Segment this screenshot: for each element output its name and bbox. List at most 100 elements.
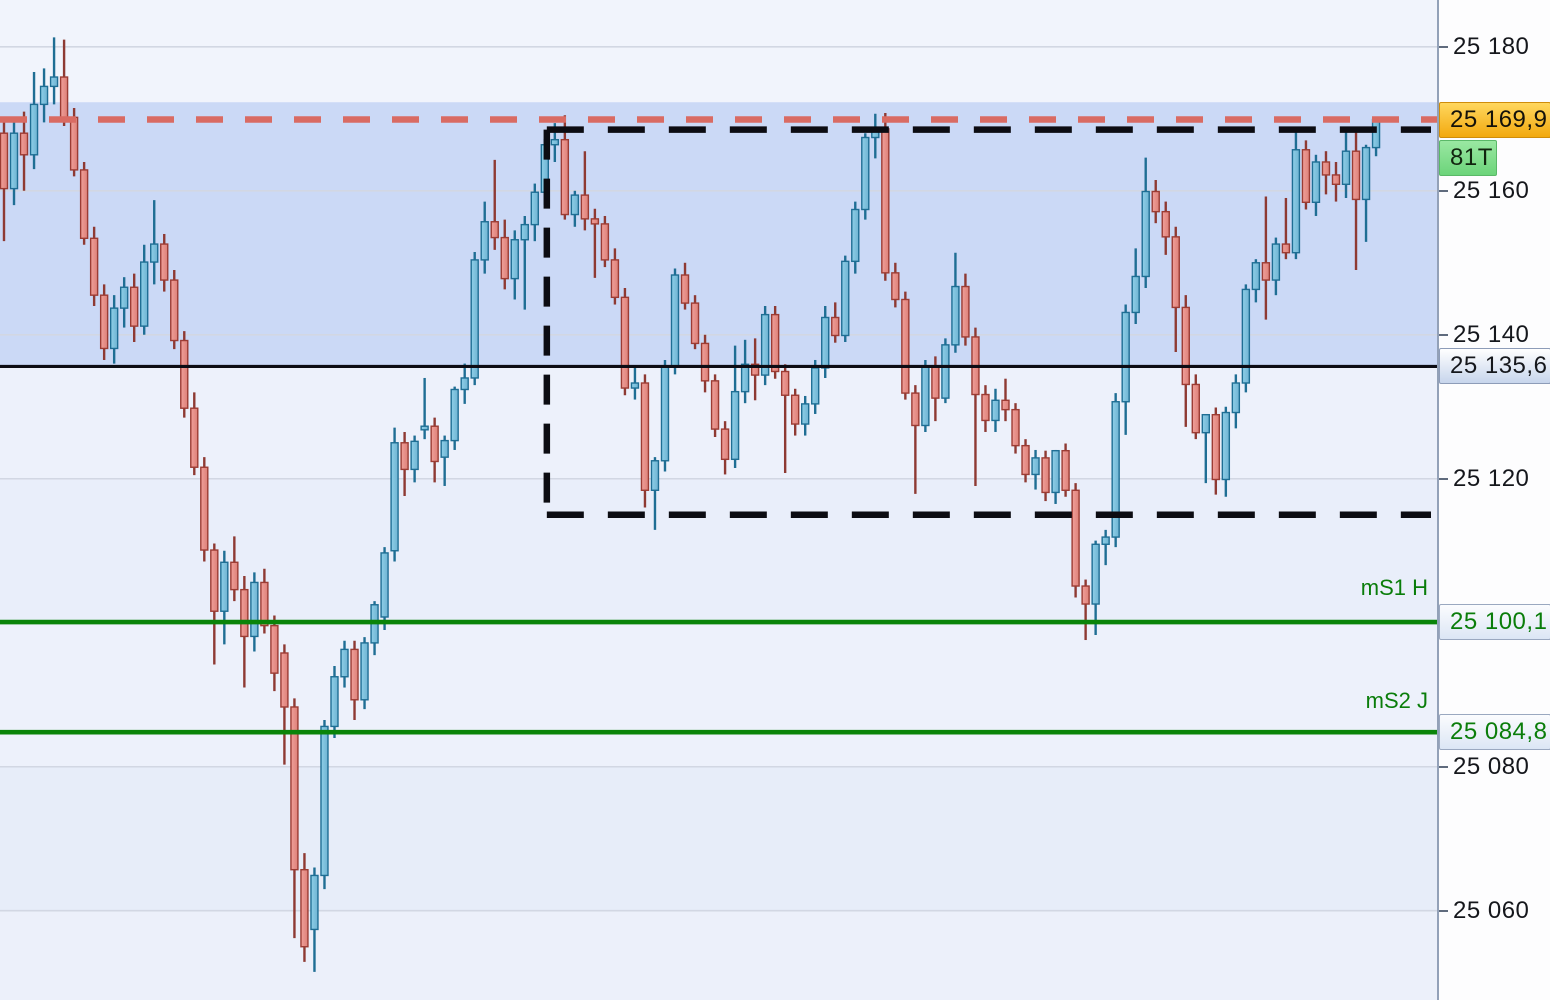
bearish-candle bbox=[1351, 150, 1361, 201]
bearish-candle bbox=[190, 407, 199, 468]
bullish-candle bbox=[740, 363, 750, 393]
bullish-candle bbox=[570, 194, 580, 216]
axis-price-label: 25 180 bbox=[1453, 32, 1530, 60]
bullish-candle bbox=[821, 316, 830, 369]
bearish-candle bbox=[69, 116, 79, 171]
bearish-candle bbox=[240, 588, 249, 638]
bearish-candle bbox=[170, 279, 179, 342]
bullish-candle bbox=[1361, 146, 1371, 201]
bullish-candle bbox=[440, 439, 449, 458]
bullish-candle bbox=[450, 388, 459, 442]
bearish-candle bbox=[610, 259, 620, 299]
pivot-support1-label: mS1 H bbox=[1360, 575, 1428, 601]
bearish-candle bbox=[490, 221, 499, 239]
bullish-candle bbox=[39, 85, 49, 106]
bearish-candle bbox=[1331, 174, 1341, 186]
bearish-candle bbox=[160, 243, 169, 281]
bearish-candle bbox=[1041, 457, 1050, 494]
bullish-candle bbox=[1031, 457, 1040, 476]
bullish-candle bbox=[340, 648, 349, 678]
bullish-candle bbox=[1221, 411, 1231, 481]
bullish-candle bbox=[1201, 413, 1211, 434]
bullish-candle bbox=[1341, 150, 1351, 186]
bearish-candle bbox=[19, 132, 29, 156]
bearish-candle bbox=[1001, 399, 1010, 411]
bullish-candle bbox=[360, 642, 369, 701]
axis-price-label: 25 060 bbox=[1453, 896, 1530, 924]
bullish-candle bbox=[119, 286, 129, 309]
bearish-candle bbox=[1181, 306, 1190, 386]
price-chart-plot[interactable] bbox=[0, 0, 1437, 1000]
bearish-candle bbox=[931, 365, 940, 399]
bearish-candle bbox=[560, 138, 570, 216]
bearish-candle bbox=[129, 286, 139, 327]
bearish-candle bbox=[350, 648, 359, 701]
axis-tick bbox=[1439, 765, 1448, 768]
bearish-candle bbox=[1301, 149, 1311, 204]
bullish-candle bbox=[861, 136, 870, 211]
bullish-candle bbox=[150, 243, 159, 263]
bearish-candle bbox=[430, 425, 439, 463]
bearish-candle bbox=[1011, 408, 1020, 447]
bearish-candle bbox=[1021, 444, 1030, 476]
bar-countdown-badge: 81T bbox=[1439, 139, 1497, 176]
bullish-candle bbox=[1121, 311, 1130, 403]
bearish-candle bbox=[1081, 585, 1090, 605]
bullish-candle bbox=[380, 552, 389, 618]
bullish-candle bbox=[1091, 543, 1100, 605]
bearish-candle bbox=[700, 342, 710, 382]
axis-tick bbox=[1439, 189, 1448, 192]
bullish-candle bbox=[520, 223, 529, 241]
bullish-candle bbox=[460, 377, 469, 391]
bullish-candle bbox=[1111, 401, 1120, 538]
bullish-candle bbox=[9, 132, 19, 190]
bearish-candle bbox=[400, 442, 409, 471]
bearish-candle bbox=[1071, 489, 1080, 587]
bearish-candle bbox=[1171, 236, 1180, 309]
bearish-candle bbox=[580, 194, 590, 220]
bullish-candle bbox=[410, 440, 419, 471]
bullish-candle bbox=[1311, 161, 1321, 204]
bearish-candle bbox=[780, 370, 790, 396]
bullish-candle bbox=[1051, 449, 1060, 494]
bearish-candle bbox=[1261, 262, 1271, 281]
bearish-candle bbox=[961, 285, 970, 338]
bearish-candle bbox=[230, 561, 239, 591]
bullish-candle bbox=[310, 874, 319, 931]
bullish-candle bbox=[730, 390, 740, 461]
last-price-badge: 25 169,9 bbox=[1439, 101, 1550, 138]
pivot-support2-label: mS2 J bbox=[1365, 688, 1428, 714]
bearish-candle bbox=[750, 363, 760, 376]
bullish-candle bbox=[330, 676, 339, 728]
bullish-candle bbox=[811, 367, 820, 405]
bullish-candle bbox=[650, 460, 660, 491]
axis-tick bbox=[1439, 477, 1448, 480]
bullish-candle bbox=[140, 261, 149, 327]
bearish-candle bbox=[901, 298, 910, 394]
bullish-candle bbox=[670, 274, 680, 368]
bullish-candle bbox=[1141, 190, 1150, 278]
bearish-candle bbox=[891, 272, 900, 301]
axis-price-label: 25 080 bbox=[1453, 752, 1530, 780]
bearish-candle bbox=[1281, 243, 1291, 254]
bearish-candle bbox=[640, 382, 650, 491]
price-axis[interactable]: 25 169,9 81T 25 135,6 25 100,1 25 084,8 … bbox=[1437, 0, 1550, 1000]
bullish-candle bbox=[250, 581, 259, 638]
bearish-candle bbox=[300, 868, 309, 948]
price-levels[interactable] bbox=[0, 116, 1437, 735]
bullish-candle bbox=[1271, 243, 1281, 281]
bearish-candle bbox=[1211, 413, 1221, 481]
bearish-candle bbox=[911, 392, 920, 427]
support1-price-badge: 25 100,1 bbox=[1439, 604, 1550, 641]
bearish-candle bbox=[981, 393, 990, 422]
bearish-candle bbox=[1161, 210, 1170, 238]
bearish-candle bbox=[210, 549, 219, 612]
bearish-candle bbox=[600, 223, 610, 261]
bearish-candle bbox=[720, 428, 730, 461]
bullish-candle bbox=[1251, 262, 1261, 291]
bearish-candle bbox=[1151, 190, 1160, 213]
bearish-candle bbox=[881, 128, 890, 274]
axis-tick bbox=[1439, 333, 1448, 336]
bullish-candle bbox=[550, 138, 560, 146]
